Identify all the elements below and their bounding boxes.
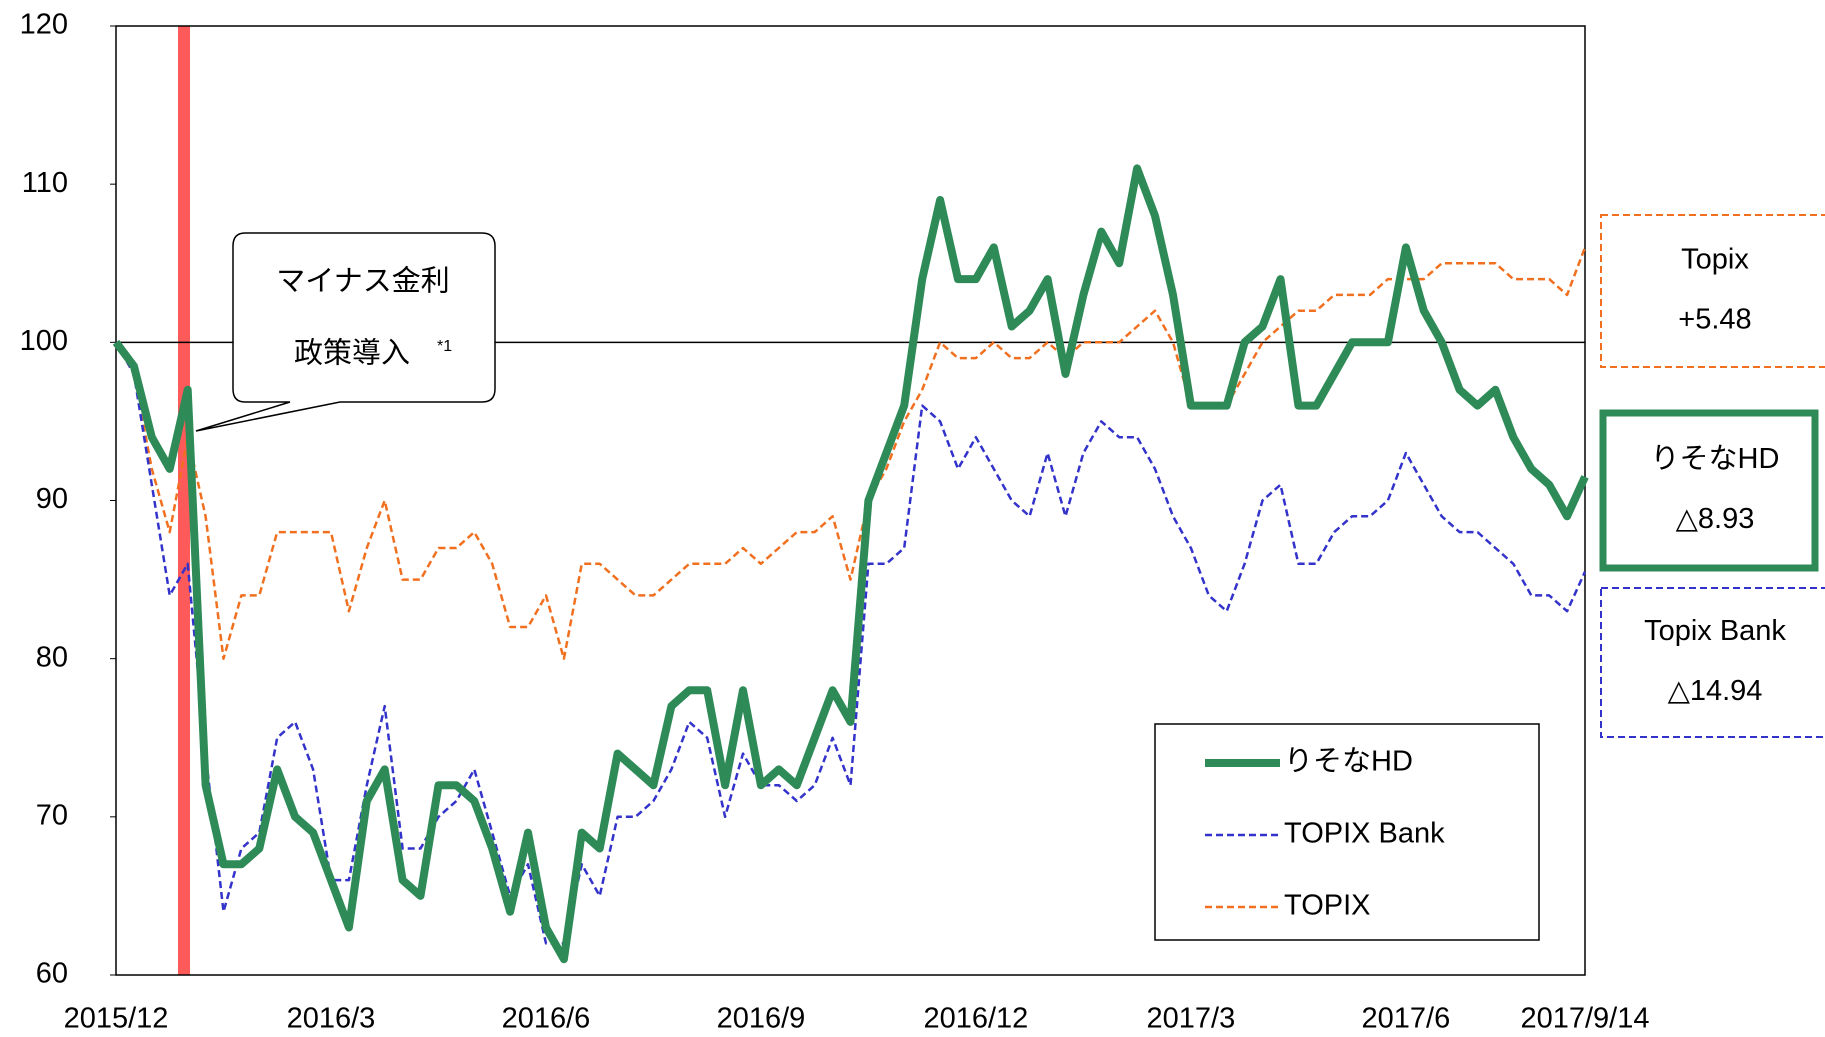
y-tick-label: 60 — [36, 958, 68, 990]
legend-label: TOPIX Bank — [1284, 818, 1445, 850]
side-box — [1600, 214, 1825, 368]
y-tick-label: 110 — [22, 167, 68, 199]
side-box-title: Topix Bank — [1644, 615, 1786, 647]
annotation: 政策導入 — [294, 337, 410, 370]
side-box-change: △14.94 — [1668, 675, 1763, 707]
legend-label: TOPIX — [1284, 890, 1371, 922]
x-tick-label: 2016/6 — [502, 1003, 591, 1035]
y-tick-label: 80 — [36, 641, 68, 673]
side-box-change: △8.93 — [1676, 503, 1755, 535]
x-tick-label: 2017/6 — [1362, 1003, 1451, 1035]
series-line — [114, 246, 1587, 660]
side-box — [1600, 587, 1825, 738]
callout-bubble — [195, 232, 496, 432]
x-tick-label: 2017/9/14 — [1520, 1003, 1649, 1035]
annotation: マイナス金利 — [276, 265, 449, 298]
side-box-title: Topix — [1681, 244, 1749, 276]
x-tick-label: 2017/3 — [1147, 1003, 1236, 1035]
legend-label: りそなHD — [1284, 746, 1413, 778]
side-box-change: +5.48 — [1678, 304, 1751, 336]
side-box-title: りそなHD — [1651, 443, 1780, 475]
x-tick-label: 2016/3 — [287, 1003, 376, 1035]
x-tick-label: 2016/9 — [717, 1003, 806, 1035]
y-tick-label: 90 — [36, 483, 68, 515]
event-band — [178, 26, 190, 975]
y-tick-label: 120 — [20, 9, 68, 41]
series-line — [112, 164, 1589, 964]
side-box — [1599, 409, 1819, 572]
x-tick-label: 2016/12 — [923, 1003, 1028, 1035]
x-tick-label: 2015/12 — [64, 1003, 169, 1035]
y-tick-label: 70 — [36, 799, 68, 831]
annotation-note: *1 — [437, 338, 452, 355]
y-tick-label: 100 — [20, 325, 68, 357]
